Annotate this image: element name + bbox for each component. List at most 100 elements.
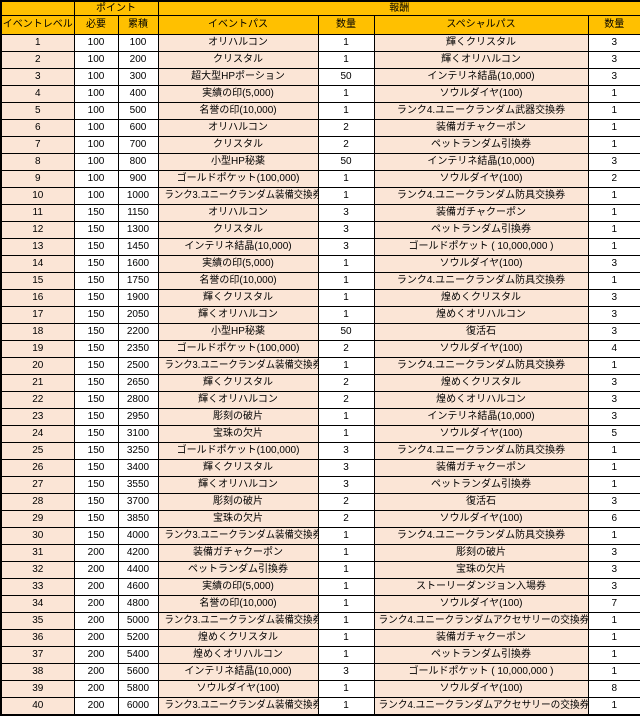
event-pass-cell: 実績の印(5,000) — [157, 578, 319, 596]
cumulative-points-cell-text: 5400 — [126, 649, 150, 660]
level-cell-text: 30 — [32, 530, 44, 541]
cumulative-points-cell: 100 — [117, 34, 159, 52]
cumulative-points-cell-text: 1000 — [126, 190, 150, 201]
special-pass-qty-cell: 3 — [587, 306, 640, 324]
table-row: 17 150 2050 輝くオリハルコン 1 煌めくオリハルコン 3 — [0, 306, 640, 324]
cumulative-points-cell: 6000 — [117, 697, 159, 716]
table-row: 40 200 6000 ランク3.ユニークランダム装備交換券 1 ランク4.ユニークランダ… — [0, 697, 640, 716]
cumulative-points-cell-text: 5600 — [126, 666, 150, 677]
level-cell: 40 — [0, 697, 75, 716]
event-pass-cell-text: 名誉の印(10,000) — [199, 275, 277, 286]
event-pass-qty-cell: 3 — [317, 221, 375, 239]
cumulative-points-cell: 2800 — [117, 391, 159, 409]
event-pass-qty-cell-text: 1 — [343, 700, 349, 711]
special-pass-cell-text: ソウルダイヤ(100) — [439, 683, 523, 694]
special-pass-qty-cell: 3 — [587, 374, 640, 392]
cumulative-points-cell: 5200 — [117, 629, 159, 647]
special-pass-qty-cell: 7 — [587, 595, 640, 613]
level-cell-text: 9 — [34, 173, 41, 184]
special-pass-cell-text: ランク4.ユニークランダム防具交換券 — [396, 445, 566, 456]
level-cell: 11 — [0, 204, 75, 222]
level-cell: 38 — [0, 663, 75, 681]
special-pass-qty-cell-text: 3 — [611, 564, 618, 575]
event-pass-qty-cell-text: 1 — [343, 190, 349, 201]
special-pass-cell: ペットランダム引換券 — [373, 221, 589, 239]
special-pass-qty-cell: 1 — [587, 221, 640, 239]
event-pass-qty-cell: 1 — [317, 255, 375, 273]
cumulative-points-cell-text: 700 — [129, 139, 147, 150]
level-cell-text: 20 — [32, 360, 44, 371]
level-cell-text: 31 — [32, 547, 44, 558]
event-pass-qty-cell-text: 2 — [343, 496, 349, 507]
level-cell-text: 25 — [32, 445, 44, 456]
level-cell-text: 23 — [32, 411, 44, 422]
special-pass-cell: ランク4.ユニークランダム防具交換券 — [373, 357, 589, 375]
cumulative-points-cell-text: 2350 — [126, 343, 150, 354]
event-pass-cell-text: 輝くオリハルコン — [198, 394, 278, 405]
special-pass-cell-text: 装備ガチャクーポン — [436, 632, 526, 643]
special-pass-cell-text: ソウルダイヤ(100) — [439, 513, 523, 524]
table-row: 23 150 2950 彫刻の破片 1 インテリネ結晶(10,000) 3 — [0, 408, 640, 426]
level-cell: 32 — [0, 561, 75, 579]
special-pass-cell-text: ソウルダイヤ(100) — [439, 258, 523, 269]
required-points-cell: 100 — [73, 187, 119, 205]
event-pass-qty-cell: 1 — [317, 527, 375, 545]
table-row: 31 200 4200 装備ガチャクーポン 1 彫刻の破片 3 — [0, 544, 640, 562]
special-pass-qty-cell: 3 — [587, 153, 640, 171]
required-points-cell: 150 — [73, 272, 119, 290]
special-pass-cell-text: ゴールドポケット ( 10,000,000 ) — [408, 666, 554, 677]
event-pass-qty-cell: 1 — [317, 102, 375, 120]
special-pass-cell: 煌めくオリハルコン — [373, 391, 589, 409]
special-pass-qty-cell-text: 3 — [611, 581, 618, 592]
table-row: 3 100 300 超大型HPポーション 50 インテリネ結晶(10,000) 3 — [0, 68, 640, 86]
event-pass-cell: 輝くクリスタル — [157, 289, 319, 307]
cumulative-points-cell: 5600 — [117, 663, 159, 681]
level-cell-text: 37 — [32, 649, 44, 660]
special-pass-qty-cell-text: 1 — [611, 139, 618, 150]
event-pass-cell: ペットランダム引換券 — [157, 561, 319, 579]
required-points-cell: 200 — [73, 663, 119, 681]
special-pass-cell: 煌めくクリスタル — [373, 289, 589, 307]
special-pass-qty-cell: 1 — [587, 357, 640, 375]
special-pass-cell-text: ランク4.ユニークランダム防具交換券 — [396, 530, 566, 541]
special-pass-cell-text: ランク4.ユニークランダム防具交換券 — [396, 360, 566, 371]
event-pass-cell-text: 彫刻の破片 — [213, 411, 263, 422]
level-cell: 28 — [0, 493, 75, 511]
required-points-cell: 200 — [73, 595, 119, 613]
level-cell-text: 22 — [32, 394, 44, 405]
special-pass-cell-text: ソウルダイヤ(100) — [439, 598, 523, 609]
level-cell-text: 21 — [32, 377, 44, 388]
cumulative-points-cell: 5400 — [117, 646, 159, 664]
event-pass-cell: インテリネ結晶(10,000) — [157, 238, 319, 256]
cumulative-points-cell: 400 — [117, 85, 159, 103]
event-pass-qty-cell: 1 — [317, 85, 375, 103]
table-body: 1 100 100 オリハルコン 1 輝くクリスタル 3 2 100 200 クリスタル 1 輝くオリハ… — [0, 34, 640, 716]
level-cell-text: 24 — [32, 428, 44, 439]
event-pass-qty-cell: 50 — [317, 323, 375, 341]
special-pass-cell-text: ストーリーダンジョン入場券 — [416, 581, 546, 592]
cumulative-points-cell: 4200 — [117, 544, 159, 562]
level-cell-text: 18 — [32, 326, 44, 337]
event-pass-cell-text: 小型HP秘薬 — [211, 156, 265, 167]
special-pass-qty-cell-text: 1 — [611, 105, 618, 116]
event-pass-cell: 宝珠の欠片 — [157, 425, 319, 443]
event-pass-cell: ソウルダイヤ(100) — [157, 680, 319, 698]
cumulative-points-cell-text: 1900 — [126, 292, 150, 303]
required-points-cell-text: 100 — [87, 122, 105, 133]
event-pass-cell-text: 輝くクリスタル — [203, 377, 273, 388]
level-cell-text: 2 — [34, 54, 41, 65]
event-pass-qty-cell-text: 3 — [343, 479, 349, 490]
special-pass-qty-cell-text: 1 — [611, 666, 618, 677]
cumulative-points-cell-text: 4400 — [126, 564, 150, 575]
special-pass-cell-text: ランク4.ユニークランダム防具交換券 — [396, 190, 566, 201]
required-points-cell-text: 150 — [87, 530, 105, 541]
event-pass-qty-cell-text: 3 — [343, 241, 349, 252]
required-points-cell-text: 150 — [87, 513, 105, 524]
cumulative-points-cell: 2650 — [117, 374, 159, 392]
level-cell-text: 34 — [32, 598, 44, 609]
special-pass-qty-cell-text: 2 — [611, 173, 618, 184]
required-points-cell: 150 — [73, 357, 119, 375]
table-row: 27 150 3550 輝くオリハルコン 3 ペットランダム引換券 1 — [0, 476, 640, 494]
table-row: 13 150 1450 インテリネ結晶(10,000) 3 ゴールドポケット ( 10,0… — [0, 238, 640, 256]
